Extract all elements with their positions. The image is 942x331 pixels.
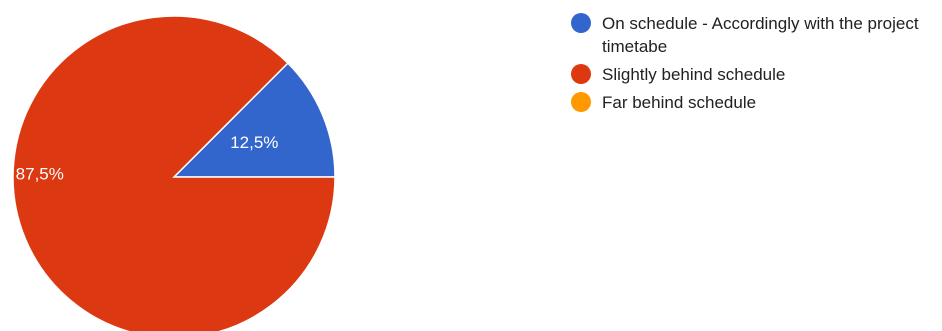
pie-slice-1[interactable] — [12, 15, 336, 331]
legend-label-far-behind: Far behind schedule — [602, 93, 757, 112]
legend-item-far-behind[interactable]: Far behind schedule — [571, 91, 942, 114]
legend-swatch-far-behind — [571, 92, 591, 112]
legend: On schedule - Accordingly with the proje… — [571, 12, 942, 119]
legend-label-slightly-behind: Slightly behind schedule — [602, 65, 786, 84]
pie-slice-0[interactable] — [172, 62, 336, 178]
legend-swatch-slightly-behind — [571, 64, 591, 84]
pie-slice-label-1: 87,5% — [16, 165, 64, 184]
legend-swatch-on-schedule — [571, 13, 591, 33]
legend-item-slightly-behind[interactable]: Slightly behind schedule — [571, 63, 942, 86]
pie-slice-label-0: 12,5% — [230, 133, 278, 152]
legend-item-on-schedule[interactable]: On schedule - Accordingly with the proje… — [571, 12, 942, 58]
legend-label-on-schedule: On schedule - Accordingly with the proje… — [602, 14, 919, 56]
